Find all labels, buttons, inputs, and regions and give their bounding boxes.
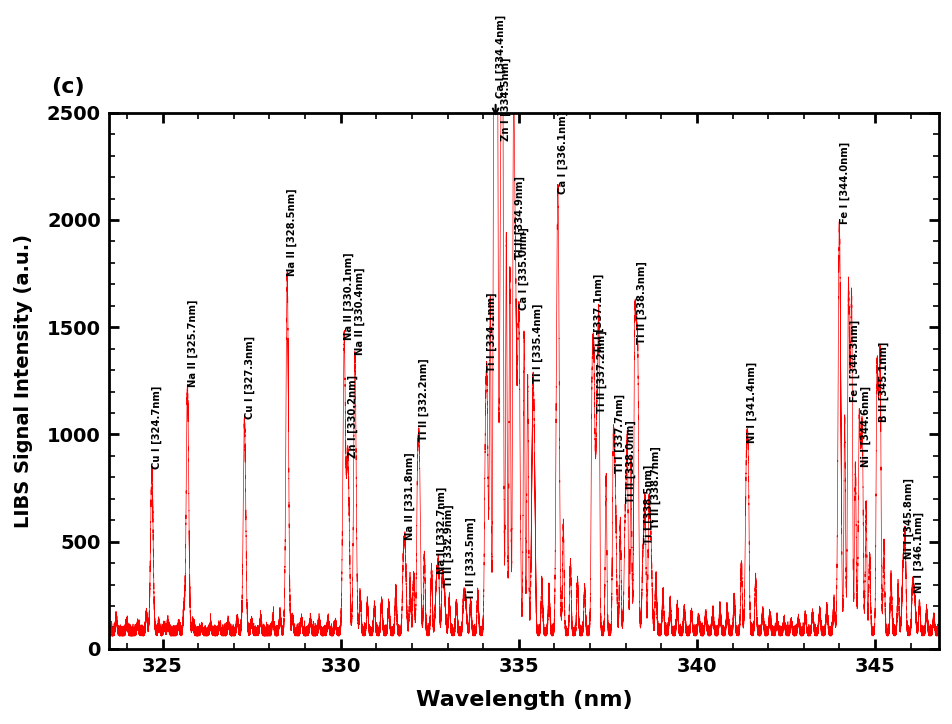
X-axis label: Wavelength (nm): Wavelength (nm): [415, 690, 632, 710]
Text: Ti II [334.9nm]: Ti II [334.9nm]: [515, 176, 525, 258]
Text: Fe I [344.3nm]: Fe I [344.3nm]: [849, 320, 860, 403]
Text: Ti II [337.2nm]: Ti II [337.2nm]: [597, 330, 606, 413]
Text: Ni I [344.6nm]: Ni I [344.6nm]: [860, 385, 870, 466]
Text: B II [345.1nm]: B II [345.1nm]: [878, 341, 888, 421]
Text: Na II [328.5nm]: Na II [328.5nm]: [287, 188, 297, 276]
Text: Ti I [335.4nm]: Ti I [335.4nm]: [532, 303, 543, 383]
Text: Ca I [334.4nm]: Ca I [334.4nm]: [495, 14, 506, 98]
Text: Ni I [345.8nm]: Ni I [345.8nm]: [902, 478, 913, 559]
Text: Na II [325.7nm]: Na II [325.7nm]: [188, 300, 197, 387]
Text: Ti II [338.3nm]: Ti II [338.3nm]: [636, 261, 645, 345]
Text: Ca I [335.0nm]: Ca I [335.0nm]: [518, 227, 528, 310]
Text: Ti II [338.7nm]: Ti II [338.7nm]: [650, 446, 660, 529]
Text: Ti I [337.1nm]: Ti I [337.1nm]: [593, 274, 604, 353]
Text: Ca I [336.1nm]: Ca I [336.1nm]: [557, 111, 567, 194]
Text: (c): (c): [51, 77, 85, 97]
Text: Ni I [346.1nm]: Ni I [346.1nm]: [913, 512, 923, 593]
Text: Ti I [334.1nm]: Ti I [334.1nm]: [486, 292, 496, 372]
Text: Cu I [324.7nm]: Cu I [324.7nm]: [151, 385, 162, 468]
Text: Na II [330.1nm]: Na II [330.1nm]: [344, 253, 354, 340]
Text: Fe I [344.0nm]: Fe I [344.0nm]: [839, 142, 849, 224]
Text: Ti II [332.2nm]: Ti II [332.2nm]: [419, 358, 428, 441]
Text: Ti II [338.0nm]: Ti II [338.0nm]: [625, 420, 635, 503]
Text: Zn I [330.2nm]: Zn I [330.2nm]: [347, 375, 358, 458]
Text: Ni I [341.4nm]: Ni I [341.4nm]: [746, 362, 756, 443]
Text: Zn I [334.5nm]: Zn I [334.5nm]: [501, 57, 510, 140]
Text: Ti I [337.7nm]: Ti I [337.7nm]: [614, 394, 625, 473]
Text: Na II [330.4nm]: Na II [330.4nm]: [354, 267, 365, 355]
Text: Ti I [338.5nm]: Ti I [338.5nm]: [643, 464, 653, 544]
Text: Ti II [332.9nm]: Ti II [332.9nm]: [444, 504, 454, 586]
Text: Na II [331.8nm]: Na II [331.8nm]: [405, 452, 415, 539]
Text: Ti II [333.5nm]: Ti II [333.5nm]: [465, 517, 475, 599]
Text: Cu I [327.3nm]: Cu I [327.3nm]: [245, 336, 254, 419]
Text: Na II [332.7nm]: Na II [332.7nm]: [436, 487, 446, 574]
Y-axis label: LIBS Signal Intensity (a.u.): LIBS Signal Intensity (a.u.): [14, 234, 33, 528]
